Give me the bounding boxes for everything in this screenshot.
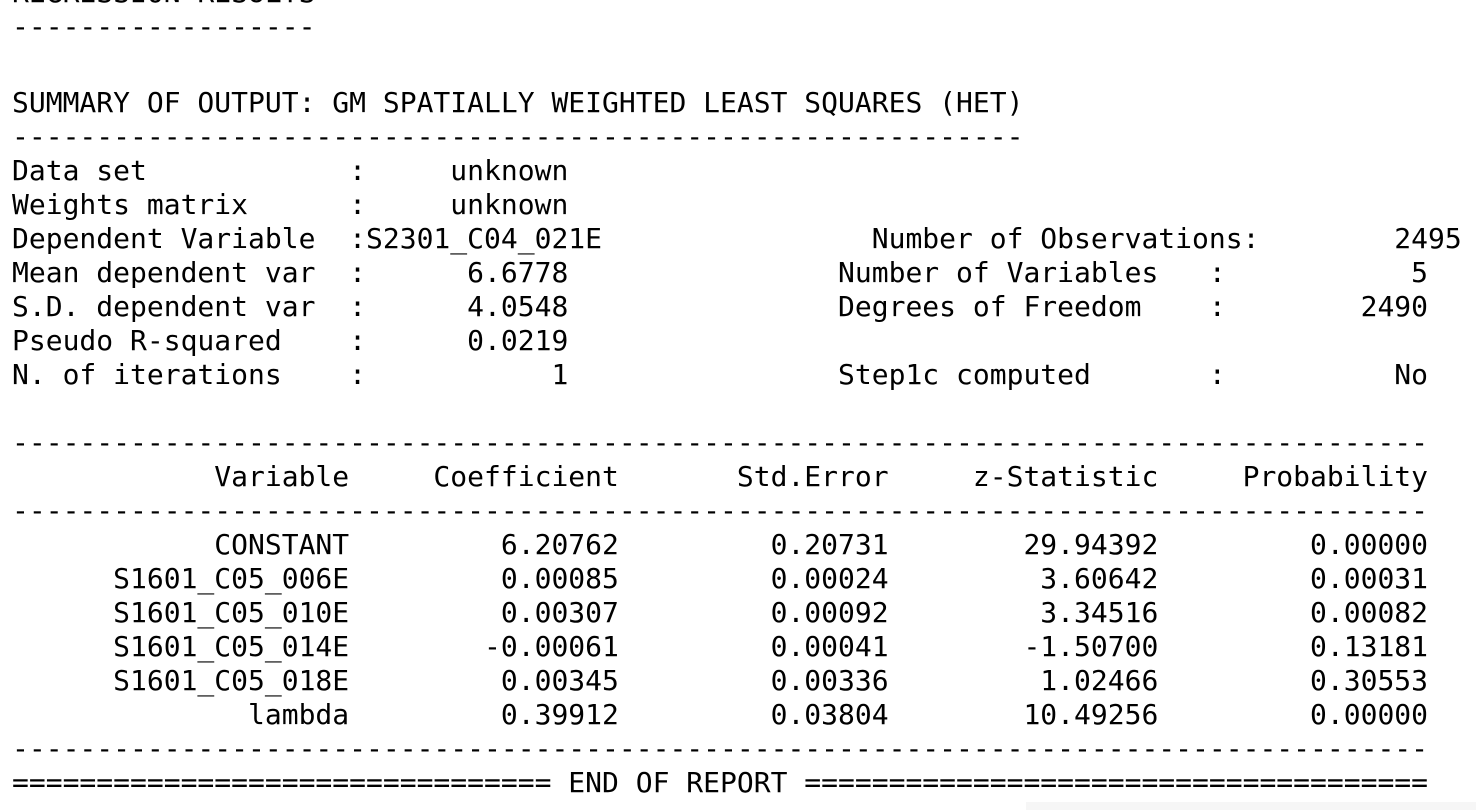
- info-pseudo-r-squared: Pseudo R-squared : 0.0219: [12, 324, 569, 357]
- report-title-rule: ------------------: [12, 10, 316, 43]
- end-of-report: ================================ END OF …: [12, 766, 1429, 799]
- table-row: S1601_C05_018E 0.00345 0.00336 1.02466 0…: [12, 664, 1429, 697]
- table-row: S1601_C05_006E 0.00085 0.00024 3.60642 0…: [12, 562, 1429, 595]
- table-rule-bottom: ----------------------------------------…: [12, 732, 1429, 765]
- table-row: lambda 0.39912 0.03804 10.49256 0.00000: [12, 698, 1429, 731]
- table-row: S1601_C05_010E 0.00307 0.00092 3.34516 0…: [12, 596, 1429, 629]
- info-sd-dependent-var: S.D. dependent var : 4.0548 Degrees of F…: [12, 290, 1429, 323]
- table-row: S1601_C05_014E -0.00061 0.00041 -1.50700…: [12, 630, 1429, 663]
- info-dependent-variable: Dependent Variable :S2301_C04_021E Numbe…: [12, 222, 1462, 255]
- info-data-set: Data set : unknown: [12, 154, 569, 187]
- report-title: REGRESSION RESULTS: [12, 0, 315, 10]
- table-header: Variable Coefficient Std.Error z-Statist…: [12, 460, 1429, 493]
- table-rule-top: ----------------------------------------…: [12, 426, 1429, 459]
- table-rule-header: ----------------------------------------…: [12, 494, 1429, 527]
- summary-title-rule: ----------------------------------------…: [12, 120, 1024, 153]
- info-mean-dependent-var: Mean dependent var : 6.6778 Number of Va…: [12, 256, 1429, 289]
- summary-title: SUMMARY OF OUTPUT: GM SPATIALLY WEIGHTED…: [12, 86, 1024, 119]
- info-weights-matrix: Weights matrix : unknown: [12, 188, 569, 221]
- info-iterations: N. of iterations : 1 Step1c computed : N…: [12, 358, 1429, 391]
- window-edge: [1026, 802, 1476, 810]
- table-row: CONSTANT 6.20762 0.20731 29.94392 0.0000…: [12, 528, 1429, 561]
